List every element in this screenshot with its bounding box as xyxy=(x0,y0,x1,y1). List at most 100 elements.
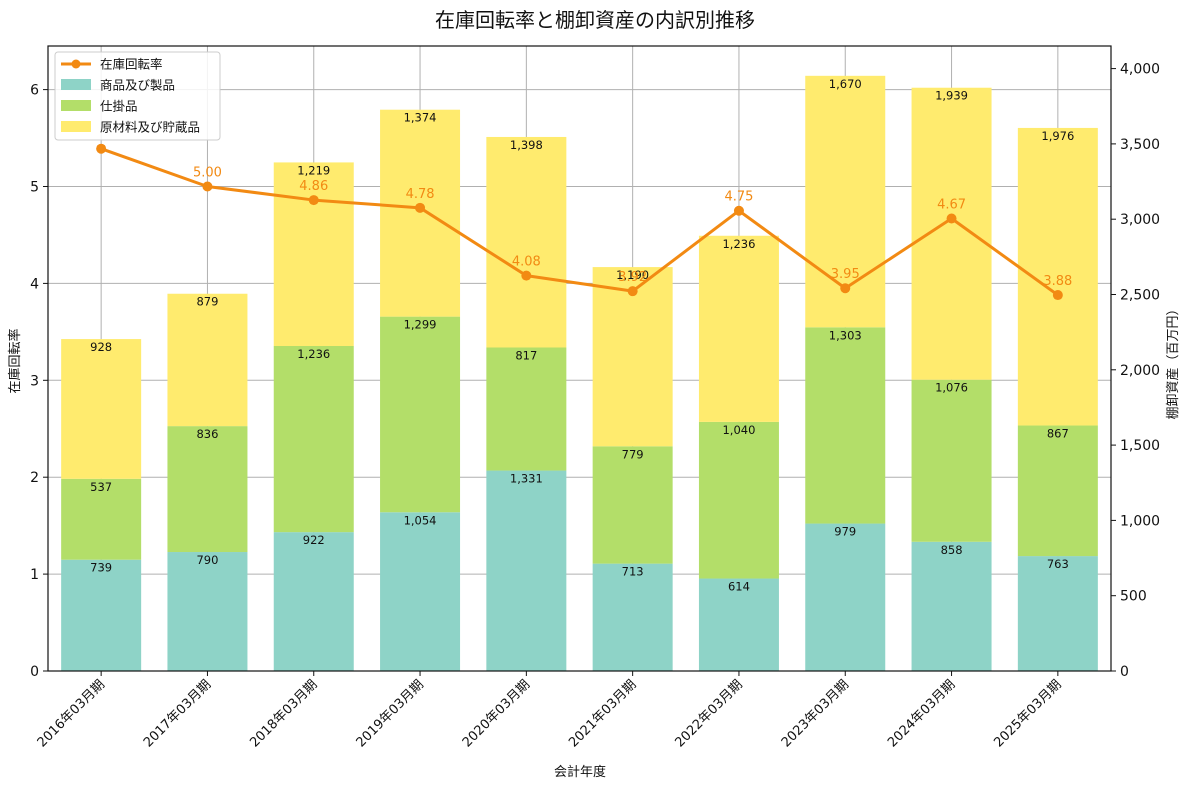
x-tick-label: 2017年03月期 xyxy=(141,677,214,750)
bar-segment-label: 836 xyxy=(196,427,218,441)
bar-segment-label: 928 xyxy=(90,340,112,354)
rate-point xyxy=(946,213,957,224)
bar-segment xyxy=(61,478,142,560)
bar-segment-label: 817 xyxy=(515,349,537,363)
bar-segment-label: 1,236 xyxy=(297,347,330,361)
bar-segment xyxy=(698,421,779,579)
bar-segment xyxy=(1017,556,1098,671)
bar-segment xyxy=(805,523,886,671)
bar-segment xyxy=(911,541,992,671)
bar-segment xyxy=(273,162,354,346)
rate-label: 3.92 xyxy=(618,270,647,285)
bar-segment xyxy=(273,346,354,533)
bar-segment xyxy=(486,136,567,348)
x-tick-label: 2021年03月期 xyxy=(566,677,639,750)
bar-segment xyxy=(61,559,142,671)
bar-segment xyxy=(592,446,673,564)
legend-label: 仕掛品 xyxy=(100,99,138,114)
bar-segment xyxy=(380,512,461,671)
bar-segment-label: 1,976 xyxy=(1041,129,1074,143)
bar-segment-label: 790 xyxy=(196,553,218,567)
bar-segment xyxy=(167,293,248,427)
bar-segment xyxy=(167,552,248,671)
y-right-tick-label: 500 xyxy=(1120,589,1147,605)
x-tick-label: 2023年03月期 xyxy=(779,677,852,750)
bar-segment-label: 713 xyxy=(622,565,644,579)
bar-segment-label: 763 xyxy=(1047,557,1069,571)
bar-segment xyxy=(911,379,992,542)
bar-segment-label: 879 xyxy=(196,295,218,309)
legend-label: 在庫回転率 xyxy=(100,57,163,72)
y-left-tick-label: 1 xyxy=(30,567,39,583)
bar-segment-label: 1,219 xyxy=(297,163,330,177)
y-right-tick-label: 1,000 xyxy=(1120,513,1160,529)
bar-segment xyxy=(167,426,248,553)
rate-point xyxy=(840,283,851,294)
legend-swatch xyxy=(61,100,91,111)
x-tick-label: 2020年03月期 xyxy=(460,677,533,750)
y-right-tick-label: 2,000 xyxy=(1120,363,1160,379)
bar-segment-label: 614 xyxy=(728,580,750,594)
x-tick-label: 2016年03月期 xyxy=(35,677,108,750)
rate-point xyxy=(202,181,213,192)
y-right-tick-label: 2,500 xyxy=(1120,287,1160,303)
legend-swatch xyxy=(61,121,91,132)
rate-label: 3.88 xyxy=(1043,274,1072,289)
bar-segment xyxy=(592,267,673,447)
bar-segment-label: 1,939 xyxy=(935,89,968,103)
bar-segment xyxy=(698,235,779,422)
x-tick-label: 2024年03月期 xyxy=(885,677,958,750)
y-right-tick-label: 4,000 xyxy=(1120,62,1160,78)
rate-label: 4.67 xyxy=(937,197,966,212)
rate-label: 5.00 xyxy=(193,166,222,181)
y-axis-label-left: 在庫回転率 xyxy=(7,328,23,393)
legend-box xyxy=(54,51,221,141)
bar-segment-label: 1,299 xyxy=(404,318,437,332)
y-left-tick-label: 2 xyxy=(30,470,39,486)
rate-label: 4.78 xyxy=(406,187,435,202)
bar-segment-label: 1,331 xyxy=(510,472,543,486)
y-left-tick-label: 3 xyxy=(30,373,39,389)
bar-segment xyxy=(805,327,886,524)
rate-point xyxy=(733,205,744,216)
bar-segment-label: 1,670 xyxy=(829,77,862,91)
bar-segment xyxy=(911,87,992,380)
legend-marker xyxy=(71,59,81,69)
bar-segment-label: 1,398 xyxy=(510,138,543,152)
x-tick-label: 2019年03月期 xyxy=(354,677,427,750)
bar-segment xyxy=(273,532,354,671)
bar-segment-label: 979 xyxy=(834,525,856,539)
y-right-tick-label: 0 xyxy=(1120,664,1129,680)
y-axis-label-right: 棚卸資産（百万円） xyxy=(1165,302,1181,419)
y-right-tick-label: 3,500 xyxy=(1120,137,1160,153)
bar-segment xyxy=(61,339,142,479)
rate-point xyxy=(308,195,319,206)
rate-line-path xyxy=(100,147,1059,297)
y-left-tick-label: 5 xyxy=(30,180,39,196)
segment-labels: 739 537 928 790 836 879 922 1,236 1,219 1,054 1,29… xyxy=(90,77,1074,594)
plot-frame xyxy=(47,45,1112,672)
rate-label: 4.86 xyxy=(299,179,328,194)
y-left-tick-label: 0 xyxy=(30,664,39,680)
bar-segment-label: 1,303 xyxy=(829,328,862,342)
y-right-tick-label: 3,000 xyxy=(1120,212,1160,228)
y-left-tick-label: 6 xyxy=(30,83,39,99)
rate-label: 3.95 xyxy=(831,267,860,282)
rate-label: 4.08 xyxy=(512,255,541,270)
bar-segment-label: 867 xyxy=(1047,427,1069,441)
bar-segment-label: 922 xyxy=(303,533,325,547)
x-tick-label: 2025年03月期 xyxy=(991,677,1064,750)
bar-segment-label: 1,076 xyxy=(935,381,968,395)
rate-point xyxy=(96,143,107,154)
bar-segment xyxy=(380,316,461,513)
bar-segment-label: 739 xyxy=(90,561,112,575)
bar-segment xyxy=(486,470,567,671)
bar-segment-label: 1,374 xyxy=(404,111,437,125)
bars xyxy=(61,75,1098,671)
rate-point xyxy=(627,286,638,297)
bar-segment-label: 1,040 xyxy=(722,423,755,437)
bar-segment xyxy=(380,109,461,317)
rate-point xyxy=(521,270,532,281)
bar-segment-label: 537 xyxy=(90,480,112,494)
